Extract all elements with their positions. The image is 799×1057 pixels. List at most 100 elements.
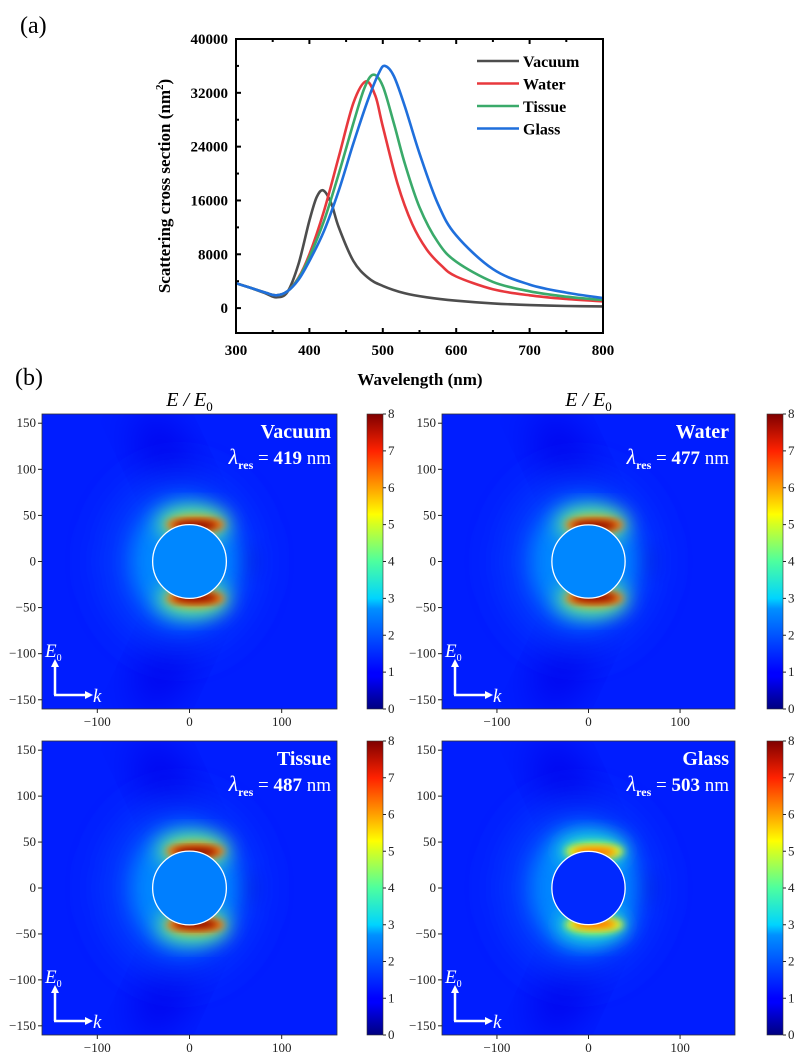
colorbar-tick-label: 6 — [388, 480, 395, 495]
colorbar-tick-label: 1 — [788, 990, 795, 1005]
y-tick-label: −100 — [409, 646, 436, 661]
field-map-image — [42, 741, 337, 1035]
e-field-label: E0 — [444, 967, 462, 990]
resonance-label-part: nm — [700, 448, 729, 469]
colorbar-tick-label: 8 — [388, 406, 395, 421]
nanosphere-interior — [152, 851, 227, 925]
y-tick-label: −150 — [9, 1018, 36, 1033]
e-field-label: E0 — [44, 641, 62, 664]
x-tick-label: 300 — [225, 343, 248, 359]
x-tick-label: 500 — [372, 343, 395, 359]
y-tick-label: 150 — [417, 415, 437, 430]
medium-label: Vacuum — [261, 421, 332, 443]
resonance-label-part: = — [253, 775, 273, 796]
e-field-label-main: E — [444, 641, 457, 662]
axis-ticks: 300 400 500 600 700 8000800016000240003200040… — [191, 32, 615, 359]
y-tick-label: −150 — [9, 692, 36, 707]
x-tick-label: 0 — [585, 1040, 592, 1055]
colorbar-tick-label: 2 — [388, 954, 395, 969]
legend-label-vacuum: Vacuum — [523, 54, 580, 71]
colorbar-tick-label: 8 — [388, 733, 395, 748]
x-tick-label: 0 — [186, 1040, 193, 1055]
colorbar-tick-label: 4 — [788, 554, 795, 569]
x-tick-label: −100 — [484, 1040, 511, 1055]
resonance-label-part: res — [238, 458, 253, 472]
y-tick-label: 16000 — [191, 193, 229, 209]
y-tick-label: 150 — [417, 742, 437, 757]
e-field-label-main: E — [44, 641, 57, 662]
k-vector-label: k — [93, 686, 102, 707]
legend-label-tissue: Tissue — [523, 99, 566, 116]
scattering-chart: 300 400 500 600 700 8000800016000240003200040… — [154, 32, 614, 389]
colorbar — [366, 413, 384, 710]
x-tick-label: 100 — [670, 1040, 690, 1055]
resonance-label-part: 487 — [273, 775, 302, 796]
resonance-label-part: λ — [626, 444, 637, 469]
resonance-label-part: nm — [302, 448, 331, 469]
y-tick-label: 100 — [17, 461, 37, 476]
field-map-image — [442, 741, 735, 1035]
y-tick-label: 100 — [417, 788, 437, 803]
colorbar-tick-label: 2 — [388, 627, 395, 642]
resonance-label-part: = — [253, 448, 273, 469]
map-title: E / E0 — [564, 389, 612, 414]
e-field-label-sub: 0 — [457, 653, 462, 664]
resonance-label-part: nm — [302, 775, 331, 796]
x-tick-label: 600 — [445, 343, 468, 359]
y-tick-label: −100 — [409, 972, 436, 987]
series-line-glass — [235, 64, 604, 300]
resonance-label: λres = 487 nm — [228, 771, 332, 799]
colorbar — [766, 740, 784, 1036]
colorbar — [366, 740, 384, 1036]
colorbar-tick-label: 5 — [388, 517, 395, 532]
nanosphere-outline — [551, 850, 626, 926]
x-axis-title: Wavelength (nm) — [357, 370, 482, 389]
y-tick-label: 50 — [423, 834, 436, 849]
e-field-label: E0 — [444, 641, 462, 664]
map-title-main: E / E — [564, 389, 605, 411]
y-tick-label: 150 — [17, 415, 37, 430]
legend-label-water: Water — [523, 77, 566, 94]
colorbar-tick-label: 5 — [388, 843, 395, 858]
colorbar-tick-label: 6 — [788, 807, 795, 822]
resonance-label-part: 503 — [671, 775, 700, 796]
colorbar-tick-label: 3 — [388, 590, 395, 605]
colorbar-tick-label: 3 — [388, 917, 395, 932]
map-title-sub: 0 — [206, 399, 213, 414]
y-tick-label: 0 — [221, 301, 229, 317]
medium-label: Water — [676, 421, 729, 443]
x-tick-label: −100 — [84, 1040, 111, 1055]
colorbar-tick-label: 7 — [388, 443, 395, 458]
panel-label-b: (b) — [15, 365, 43, 391]
x-tick-label: −100 — [484, 714, 511, 729]
colorbar-tick-label: 4 — [788, 880, 795, 895]
resonance-label: λres = 503 nm — [626, 771, 730, 799]
colorbar-tick-label: 1 — [788, 664, 795, 679]
e-field-label: E0 — [44, 967, 62, 990]
colorbar-tick-label: 0 — [388, 701, 395, 716]
y-tick-label: 0 — [430, 880, 437, 895]
y-tick-label: −50 — [16, 600, 36, 615]
resonance-label-part: = — [651, 775, 671, 796]
k-vector-label: k — [93, 1012, 102, 1033]
y-tick-label: 50 — [23, 834, 36, 849]
legend-label-glass: Glass — [523, 122, 560, 139]
x-tick-label: 0 — [186, 714, 193, 729]
y-axis-title-main: Scattering cross section (nm — [155, 90, 174, 293]
x-tick-label: 700 — [518, 343, 541, 359]
y-axis-title-sup: 2 — [154, 84, 166, 90]
y-tick-label: 0 — [30, 880, 37, 895]
chart-series-group — [235, 64, 604, 308]
x-tick-label: 400 — [298, 343, 321, 359]
map-title-main: E / E — [165, 389, 206, 411]
y-tick-label: 40000 — [191, 32, 229, 48]
y-tick-label: 0 — [430, 554, 437, 569]
x-tick-label: 0 — [585, 714, 592, 729]
y-axis-title-close: ) — [155, 79, 174, 85]
y-tick-label: 100 — [417, 461, 437, 476]
k-vector-label: k — [493, 1012, 502, 1033]
